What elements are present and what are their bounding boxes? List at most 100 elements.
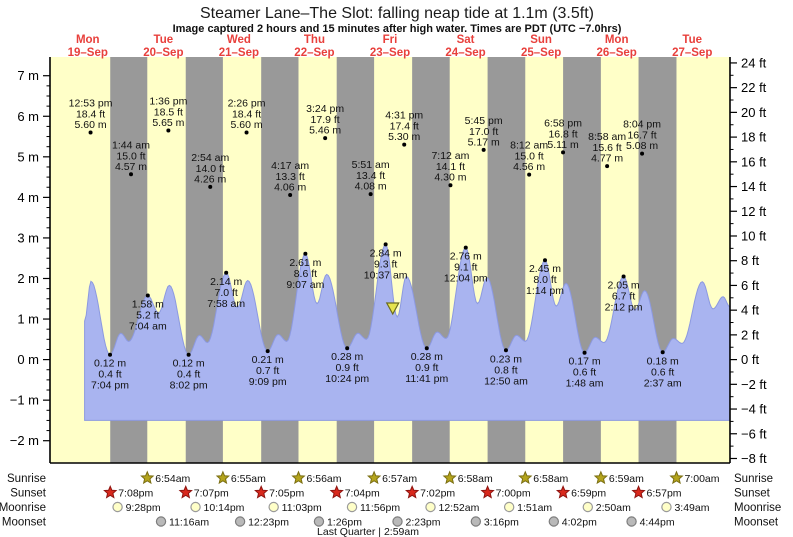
tide-point-dot: [265, 349, 270, 354]
tide-time-label: 9:07 am: [286, 279, 324, 291]
tide-time-label: 12:04 pm: [444, 273, 488, 285]
tide-time-label: 11:41 pm: [405, 373, 448, 385]
tide-height-ft-label: 9.3 ft: [374, 258, 397, 270]
sunrise-marker: 6:55am: [215, 470, 266, 485]
moonrise-marker: 11:56pm: [346, 501, 400, 514]
tide-curve-label: 1.58 m5.2 ft7:04 am: [129, 293, 167, 333]
moonrise-time-label: 3:49am: [674, 502, 709, 514]
moonrise-marker: 9:28pm: [112, 501, 161, 514]
tide-time-label: 6:58 pm: [544, 117, 582, 129]
sunrise-time-label: 6:55am: [231, 473, 266, 485]
moonrise-marker: 1:51am: [503, 501, 552, 514]
tide-time-label: 7:12 am: [431, 150, 469, 162]
sunset-star-icon: [480, 485, 495, 499]
moonset-marker: 4:44pm: [626, 516, 675, 529]
moonrise-marker: 11:03pm: [268, 501, 322, 514]
y-axis-label-m: 3 m: [17, 230, 39, 245]
sunrise-time-label: 6:57am: [382, 473, 417, 485]
tide-height-m-label: 5.60 m: [75, 119, 107, 131]
tide-point-dot: [402, 142, 407, 147]
sunset-marker: 7:05pm: [254, 485, 304, 500]
moonset-time-label: 4:02pm: [562, 517, 597, 529]
sunset-marker: 6:57pm: [631, 485, 682, 500]
tide-time-label: 4:31 pm: [385, 110, 423, 122]
sunset-row-label-left: Sunset: [10, 488, 47, 500]
tide-height-ft-label: 18.5 ft: [154, 106, 183, 118]
moonset-time-label: 12:23pm: [248, 517, 289, 529]
moonrise-marker: 12:52am: [425, 501, 480, 514]
tide-height-ft-label: 18.4 ft: [232, 108, 261, 120]
tide-height-m-label: 0.12 m: [94, 358, 126, 370]
tide-height-m-label: 4.56 m: [513, 161, 545, 173]
day-date-label: 19–Sep: [68, 47, 108, 59]
tide-point-dot: [288, 192, 293, 197]
tide-point-dot: [561, 150, 566, 155]
y-axis-label-ft: −6 ft: [741, 426, 767, 441]
tide-height-m-label: 0.17 m: [569, 356, 601, 368]
tide-curve-label: 0.12 m0.4 ft8:02 pm: [170, 352, 208, 392]
sunrise-time-label: 6:58am: [458, 473, 493, 485]
tide-time-label: 5:45 pm: [465, 115, 503, 127]
moon-phase-label: Last Quarter | 2:59am: [317, 526, 419, 537]
moonset-marker: 12:23pm: [234, 516, 289, 529]
y-axis-label-ft: 16 ft: [741, 154, 767, 169]
tide-curve: [84, 243, 731, 421]
moonrise-marker: 2:50am: [582, 501, 631, 514]
tide-point-dot: [323, 136, 328, 141]
y-axis-label-m: 6 m: [17, 109, 39, 124]
y-axis-label-m: −1 m: [10, 393, 39, 408]
tide-time-label: 7:04 am: [129, 321, 167, 333]
y-axis-label-ft: 10 ft: [741, 228, 767, 243]
tide-height-m-label: 4.06 m: [274, 181, 306, 193]
day-header-labels: Mon19–SepTue20–SepWed21–SepThu22–SepFri2…: [68, 34, 713, 59]
tide-height-m-label: 4.30 m: [434, 172, 466, 184]
tide-height-m-label: 5.30 m: [388, 131, 420, 143]
tide-time-label: 3:24 pm: [306, 103, 344, 115]
moonrise-icon: [268, 501, 279, 513]
moonset-time-label: 1:26pm: [327, 517, 362, 529]
moonset-icon: [470, 516, 482, 527]
sunrise-row-label-right: Sunrise: [734, 473, 773, 485]
moonset-icon: [155, 516, 167, 527]
tide-point-dot: [368, 192, 373, 197]
sunrise-star-icon: [291, 470, 306, 485]
tide-point-dot: [463, 245, 468, 250]
tide-time-label: 10:37 am: [364, 269, 408, 281]
tide-curve-label: 2.05 m6.7 ft2:12 pm: [605, 274, 643, 313]
tide-curve-label: 0.18 m0.6 ft2:37 am: [644, 350, 682, 389]
moonrise-icon: [425, 501, 436, 513]
tide-point-dot: [383, 242, 388, 247]
sunset-star-icon: [329, 485, 344, 499]
sunset-star-icon: [405, 485, 420, 499]
y-axis-label-m: 7 m: [17, 68, 39, 83]
moonrise-row-label-left: Moonrise: [0, 502, 46, 514]
sunset-marker: 7:08pm: [103, 485, 154, 500]
tide-height-ft-label: 5.2 ft: [136, 310, 159, 322]
tide-point-dot: [527, 172, 532, 177]
page-title: Steamer Lane–The Slot: falling neap tide…: [200, 5, 594, 22]
page-subtitle: Image captured 2 hours and 15 minutes af…: [173, 23, 622, 35]
moonset-time-label: 3:16pm: [484, 517, 519, 529]
tide-height-m-label: 5.46 m: [309, 125, 341, 137]
tide-height-ft-label: 13.4 ft: [356, 170, 385, 182]
sunrise-star-icon: [140, 470, 155, 485]
moonset-time-label: 2:23pm: [406, 517, 441, 529]
day-weekday-label: Sat: [457, 34, 475, 46]
y-axis-label-ft: 0 ft: [741, 352, 759, 367]
sunset-marker: 7:02pm: [405, 485, 455, 500]
tide-point-dot: [621, 274, 626, 279]
tide-point-dot: [481, 147, 486, 152]
tide-curve-label: 2.14 m7.0 ft7:58 am: [207, 270, 245, 310]
tide-time-label: 2:12 pm: [605, 301, 643, 313]
moonset-row-label-left: Moonset: [2, 517, 47, 529]
